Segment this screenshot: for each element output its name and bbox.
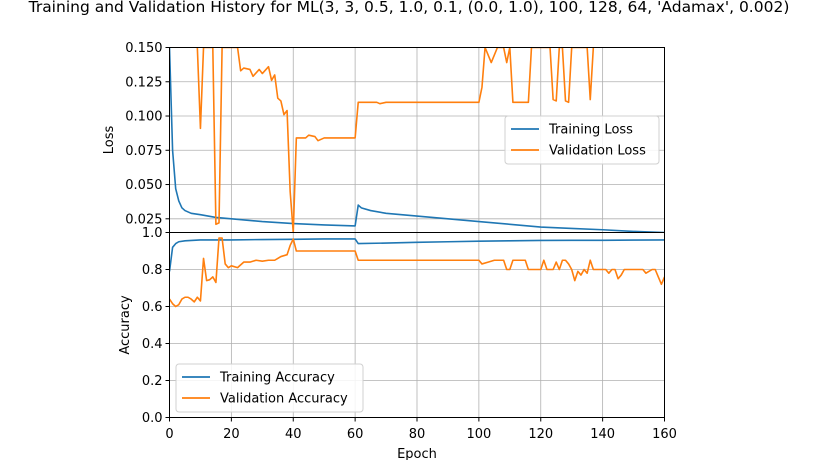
loss-y-tick-label: 0.100: [125, 110, 162, 125]
loss-y-tick-label: 0.050: [125, 178, 162, 193]
loss-y-tick-label: 0.125: [125, 75, 162, 90]
accuracy-panel: 0.0 0.2 0.4 0.6 0.8 1.0 0 20 40 60 80 100 120 140 160…: [118, 226, 677, 460]
chart-title: Training and Validation History for ML(3…: [28, 0, 790, 16]
accuracy-y-tick-label: 0.6: [142, 300, 163, 315]
legend-entry-label: Validation Loss: [549, 144, 646, 159]
accuracy-y-axis-label: Accuracy: [118, 295, 133, 355]
accuracy-y-tick-label: 0.0: [142, 411, 163, 426]
x-tick-label: 120: [528, 427, 553, 442]
accuracy-y-tick-label: 1.0: [142, 226, 163, 241]
series-line-validation-accuracy: [169, 237, 665, 308]
loss-y-axis-label: Loss: [102, 126, 117, 155]
x-tick-label: 80: [409, 427, 426, 442]
loss-panel: 0.025 0.050 0.075 0.100 0.125 0.150 Loss Trai…: [102, 41, 665, 233]
accuracy-y-tick-label: 0.8: [142, 263, 163, 278]
x-tick-label: 140: [590, 427, 615, 442]
x-tick-label: 20: [223, 427, 240, 442]
loss-y-tick-label: 0.075: [125, 144, 162, 159]
legend-entry-label: Training Loss: [548, 123, 633, 138]
loss-legend: Training Loss Validation Loss: [504, 115, 660, 165]
loss-legend-box: [504, 115, 660, 165]
series-line-validation-loss: [196, 47, 595, 233]
series-line-training-accuracy: [169, 238, 665, 272]
x-tick-label: 160: [652, 427, 677, 442]
x-tick-label: 100: [466, 427, 491, 442]
accuracy-y-tick-label: 0.2: [142, 374, 163, 389]
accuracy-legend: Training Accuracy Validation Accuracy: [175, 363, 364, 413]
x-axis-label: Epoch: [397, 447, 437, 460]
x-tick-label: 40: [285, 427, 302, 442]
x-tick-label: 60: [347, 427, 364, 442]
legend-entry-label: Training Accuracy: [219, 371, 335, 386]
accuracy-y-tick-label: 0.4: [142, 337, 163, 352]
accuracy-legend-box: [175, 363, 364, 413]
series-line-training-loss: [169, 47, 665, 233]
legend-entry-label: Validation Accuracy: [220, 392, 348, 407]
x-tick-label: 0: [165, 427, 173, 442]
loss-y-tick-label: 0.025: [125, 212, 162, 227]
loss-y-tick-label: 0.150: [125, 41, 162, 56]
